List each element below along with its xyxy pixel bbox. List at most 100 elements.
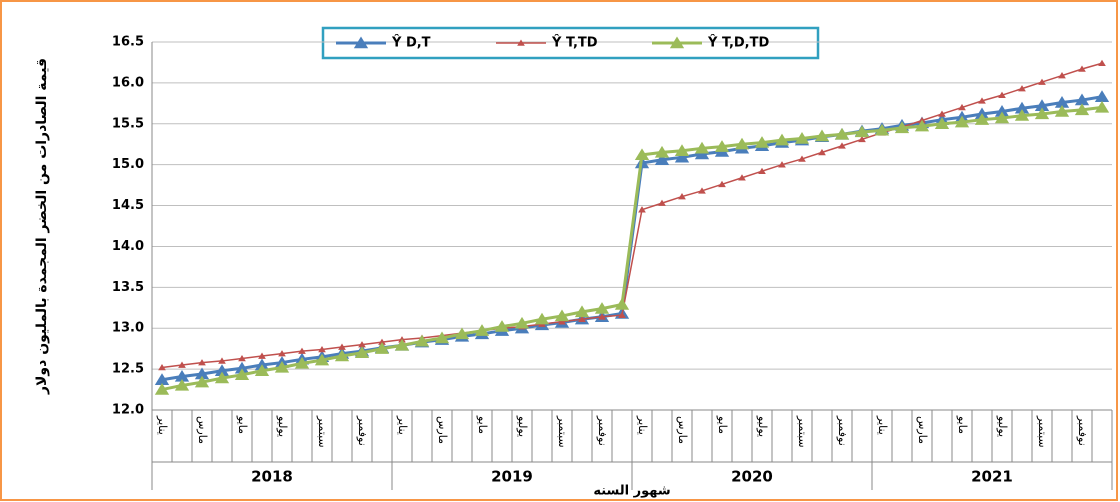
marker (178, 361, 186, 368)
x-tick-label: يوليو (756, 415, 769, 437)
marker (754, 136, 770, 148)
marker (334, 349, 350, 362)
marker (338, 343, 346, 350)
group-label: 2019 (491, 468, 533, 486)
y-tick-label: 13.0 (112, 321, 144, 336)
marker (158, 363, 166, 371)
marker (814, 129, 830, 142)
marker (194, 367, 210, 380)
marker (658, 199, 666, 206)
marker (254, 364, 270, 376)
x-tick-label: يوليو (996, 415, 1009, 437)
marker (454, 327, 470, 340)
legend-label: Ŷ T,TD (551, 35, 598, 51)
marker (1054, 105, 1070, 117)
marker (414, 334, 430, 347)
marker (938, 110, 946, 117)
marker (874, 123, 890, 136)
legend-marker (353, 36, 369, 49)
legend-marker (669, 36, 685, 49)
marker (214, 364, 230, 376)
x-tick-label: مايو (956, 415, 969, 434)
marker (674, 150, 690, 163)
marker (294, 356, 310, 369)
y-tick-label: 16.0 (112, 75, 144, 90)
marker (734, 137, 750, 150)
x-tick-label: سبتمبر (316, 415, 329, 448)
x-tick-label: سبتمبر (1036, 415, 1049, 448)
x-tick-label: يناير (876, 415, 889, 435)
x-tick-label: نوفمبر (1076, 415, 1089, 446)
marker (758, 167, 766, 175)
legend-label: Ŷ T,D,TD (707, 35, 769, 51)
x-tick-label: مايو (236, 415, 249, 434)
y-axis-label: قيمة الصادرات من الخضر المجمدة بالمليون … (34, 58, 50, 395)
marker (654, 145, 670, 158)
marker (854, 125, 870, 138)
marker (394, 338, 410, 351)
marker (174, 369, 190, 382)
marker (374, 342, 390, 354)
marker (1014, 101, 1030, 114)
marker (1054, 96, 1070, 108)
marker (194, 375, 210, 388)
x-axis-label: شهور السنه (593, 484, 670, 499)
marker (634, 148, 650, 161)
marker (378, 338, 386, 345)
marker (654, 153, 670, 165)
marker (614, 298, 630, 310)
marker (618, 311, 626, 318)
marker (598, 313, 606, 320)
x-tick-label: نوفمبر (836, 415, 849, 446)
legend-box (321, 26, 820, 60)
x-tick-label: سبتمبر (796, 415, 809, 448)
marker (214, 371, 230, 384)
marker (1074, 93, 1090, 106)
marker (278, 350, 286, 357)
x-tick-label: يناير (636, 415, 649, 435)
marker (994, 105, 1010, 117)
marker (798, 155, 806, 162)
marker (174, 378, 190, 391)
marker (678, 193, 686, 200)
marker (1078, 65, 1086, 72)
group-label: 2018 (251, 468, 293, 486)
marker (218, 357, 226, 364)
legend-marker (517, 39, 525, 46)
x-tick-label: يناير (156, 415, 169, 435)
x-tick-label: يوليو (276, 415, 289, 437)
marker (274, 360, 290, 373)
marker (978, 97, 986, 104)
x-tick-label: مارس (436, 416, 449, 444)
marker (558, 318, 566, 325)
y-tick-label: 15.0 (112, 157, 144, 172)
x-tick-label: يوليو (516, 415, 529, 437)
marker (494, 320, 510, 332)
marker (1094, 100, 1110, 113)
marker (1034, 99, 1050, 111)
marker (774, 133, 790, 146)
y-tick-label: 15.5 (112, 116, 144, 131)
marker (1098, 59, 1106, 67)
marker (554, 309, 570, 322)
marker (514, 316, 530, 329)
marker (298, 347, 306, 354)
series-line (161, 62, 1103, 369)
x-tick-label: يناير (396, 415, 409, 435)
marker (154, 373, 170, 385)
marker (714, 140, 730, 152)
marker (1018, 85, 1026, 92)
marker (998, 91, 1006, 98)
marker (638, 206, 646, 213)
x-tick-label: مارس (916, 416, 929, 444)
x-tick-label: نوفمبر (356, 415, 369, 446)
marker (974, 113, 990, 125)
marker (234, 368, 250, 381)
marker (1014, 109, 1030, 121)
marker (534, 312, 550, 325)
marker (858, 135, 866, 143)
marker (1058, 72, 1066, 79)
y-tick-label: 16.5 (112, 35, 144, 50)
